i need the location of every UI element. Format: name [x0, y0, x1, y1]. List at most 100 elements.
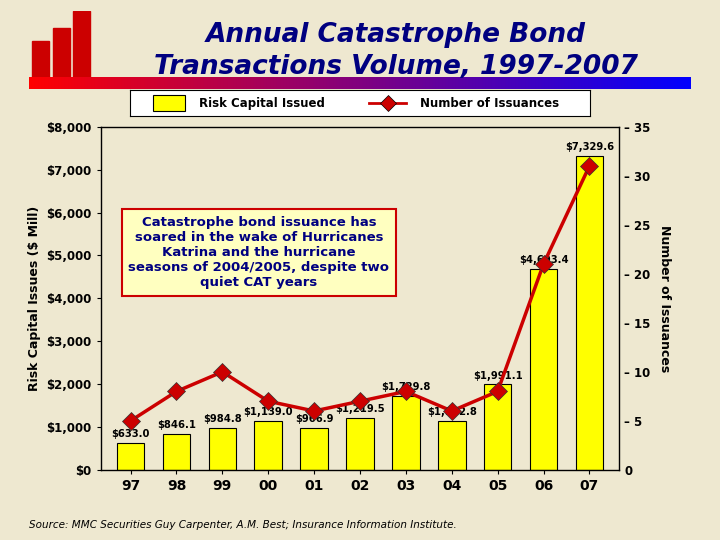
Bar	[496, 77, 499, 89]
Bar	[238, 77, 240, 89]
Bar	[439, 77, 443, 89]
Bar	[615, 77, 618, 89]
Bar	[29, 77, 32, 89]
Bar	[642, 77, 645, 89]
Bar	[354, 77, 356, 89]
Bar	[287, 77, 290, 89]
Bar	[446, 77, 449, 89]
Bar	[532, 77, 536, 89]
Bar	[652, 77, 654, 89]
Text: $1,729.8: $1,729.8	[381, 382, 431, 392]
Bar	[453, 77, 456, 89]
Bar	[598, 77, 602, 89]
Bar	[215, 77, 217, 89]
Bar	[549, 77, 552, 89]
Bar	[207, 77, 211, 89]
Bar	[638, 77, 642, 89]
Bar	[91, 77, 95, 89]
Bar	[486, 77, 489, 89]
Bar	[572, 77, 575, 89]
Bar	[516, 77, 519, 89]
Bar	[480, 77, 482, 89]
Bar	[198, 77, 201, 89]
Bar	[62, 77, 66, 89]
Bar	[128, 77, 132, 89]
Bar	[505, 77, 509, 89]
Bar	[459, 77, 463, 89]
Bar	[297, 77, 300, 89]
Bar	[546, 77, 549, 89]
Bar	[509, 77, 513, 89]
Bar	[274, 77, 277, 89]
Bar	[579, 77, 582, 89]
Bar	[178, 77, 181, 89]
Bar	[194, 77, 198, 89]
Bar	[148, 77, 151, 89]
Bar	[122, 77, 125, 89]
Bar	[443, 77, 446, 89]
Bar	[191, 77, 194, 89]
Bar	[112, 77, 115, 89]
Bar	[575, 156, 603, 470]
Bar	[52, 77, 55, 89]
Bar	[631, 77, 635, 89]
Bar	[356, 77, 360, 89]
Bar	[513, 77, 516, 89]
Bar	[360, 77, 364, 89]
Bar	[55, 77, 58, 89]
Text: $1,142.8: $1,142.8	[427, 407, 477, 417]
Bar	[536, 77, 539, 89]
Bar	[393, 77, 397, 89]
Bar	[410, 77, 413, 89]
Bar	[95, 77, 99, 89]
Text: Catastrophe bond issuance has
soared in the wake of Hurricanes
Katrina and the h: Catastrophe bond issuance has soared in …	[128, 216, 390, 289]
Bar	[300, 77, 304, 89]
Text: $966.9: $966.9	[295, 415, 333, 424]
Bar	[605, 77, 608, 89]
Bar	[552, 77, 555, 89]
Bar	[482, 77, 486, 89]
Bar	[158, 77, 161, 89]
Bar	[472, 77, 476, 89]
Bar	[373, 77, 377, 89]
Text: $984.8: $984.8	[203, 414, 242, 424]
Bar	[347, 77, 350, 89]
Bar	[145, 77, 148, 89]
Bar	[231, 77, 234, 89]
Bar	[58, 77, 62, 89]
Bar	[403, 77, 406, 89]
Text: $1,219.5: $1,219.5	[336, 404, 384, 414]
Bar	[204, 77, 207, 89]
Bar	[304, 77, 307, 89]
Bar	[383, 77, 387, 89]
Bar	[234, 77, 238, 89]
Bar	[678, 77, 681, 89]
Bar	[397, 77, 400, 89]
Bar	[217, 77, 221, 89]
Bar	[635, 77, 638, 89]
Text: Risk Capital Issued: Risk Capital Issued	[199, 97, 325, 110]
Bar	[582, 77, 585, 89]
Bar	[559, 77, 562, 89]
Bar	[436, 77, 439, 89]
Bar	[364, 77, 366, 89]
Bar	[224, 77, 228, 89]
Bar	[257, 77, 261, 89]
Bar	[45, 77, 49, 89]
Bar	[430, 77, 433, 89]
Bar	[209, 428, 236, 470]
Bar	[141, 77, 145, 89]
Bar	[251, 77, 254, 89]
Bar	[317, 77, 320, 89]
Bar	[592, 77, 595, 89]
Bar	[499, 77, 503, 89]
Bar	[416, 77, 420, 89]
Bar	[629, 77, 631, 89]
Bar	[539, 77, 542, 89]
Bar	[662, 77, 665, 89]
Text: $633.0: $633.0	[112, 429, 150, 439]
Bar	[484, 384, 511, 470]
Bar	[492, 77, 496, 89]
Bar	[132, 77, 135, 89]
Bar	[595, 77, 598, 89]
